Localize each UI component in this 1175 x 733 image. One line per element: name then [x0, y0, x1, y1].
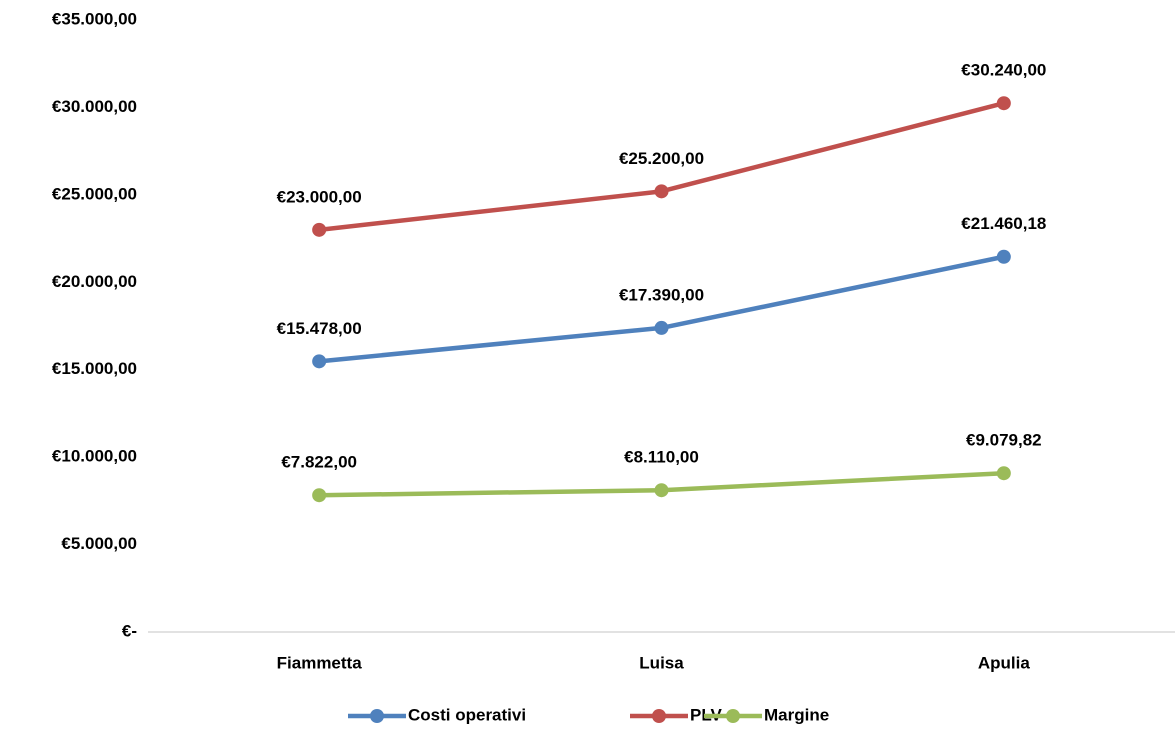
- data-label: €21.460,18: [961, 214, 1046, 233]
- data-label: €7.822,00: [281, 453, 357, 472]
- legend-label: Costi operativi: [408, 705, 526, 724]
- data-label: €17.390,00: [619, 285, 704, 304]
- y-tick-label: €10.000,00: [52, 447, 137, 466]
- data-point: [996, 96, 1011, 111]
- data-point: [312, 488, 327, 503]
- y-tick-label: €20.000,00: [52, 272, 137, 291]
- x-tick-label: Luisa: [639, 653, 684, 672]
- data-point: [996, 249, 1011, 264]
- legend-label: Margine: [764, 705, 829, 724]
- legend-marker: [726, 709, 740, 723]
- data-point: [996, 466, 1011, 481]
- legend-marker: [370, 709, 384, 723]
- data-point: [312, 222, 327, 237]
- series-line: [318, 254, 1005, 364]
- y-tick-label: €5.000,00: [61, 534, 137, 553]
- x-tick-label: Fiammetta: [277, 653, 363, 672]
- data-label: €15.478,00: [277, 319, 362, 338]
- data-label: €25.200,00: [619, 149, 704, 168]
- data-label: €8.110,00: [624, 448, 699, 467]
- data-point: [654, 320, 669, 335]
- y-tick-label: €-: [122, 621, 137, 640]
- x-tick-label: Apulia: [978, 653, 1030, 672]
- y-tick-label: €25.000,00: [52, 184, 137, 203]
- data-point: [312, 354, 327, 369]
- data-point: [654, 483, 669, 498]
- data-label: €23.000,00: [277, 187, 362, 206]
- y-tick-label: €30.000,00: [52, 97, 137, 116]
- y-tick-label: €35.000,00: [52, 9, 137, 28]
- data-label: €30.240,00: [961, 61, 1046, 80]
- data-point: [654, 184, 669, 199]
- data-label: €9.079,82: [966, 431, 1042, 450]
- legend-marker: [652, 709, 666, 723]
- y-tick-label: €15.000,00: [52, 359, 137, 378]
